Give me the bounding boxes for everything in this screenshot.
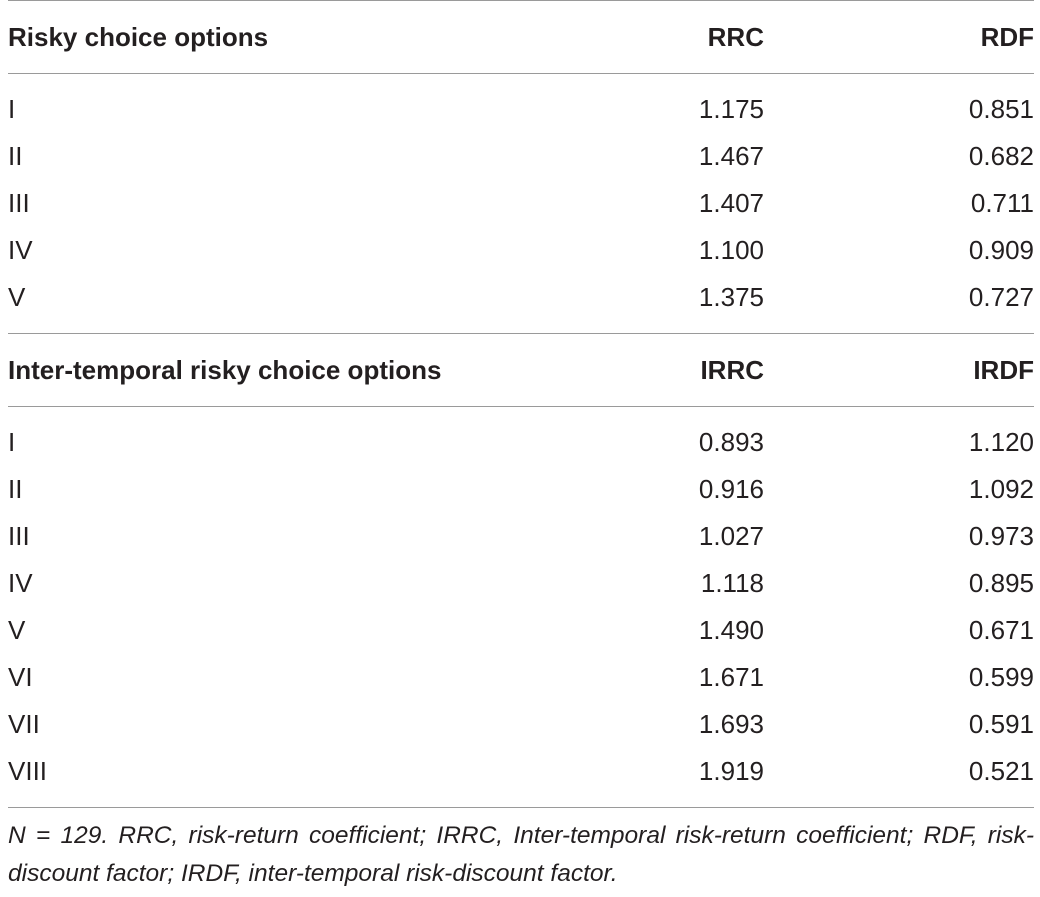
table-row: III 1.027 0.973 [8, 513, 1034, 560]
value1-cell: 1.175 [698, 94, 764, 124]
table-footnote: N = 129. RRC, risk-return coefficient; I… [8, 822, 1034, 887]
value2-cell: 1.120 [968, 427, 1034, 457]
value1-cell: 1.118 [700, 568, 764, 598]
option-cell: I [8, 94, 16, 124]
option-cell: II [8, 474, 23, 504]
table-row: I 1.175 0.851 [8, 86, 1034, 133]
value1-cell: 1.693 [698, 709, 764, 739]
table-row: IV 1.100 0.909 [8, 227, 1034, 274]
table-row: V 1.490 0.671 [8, 607, 1034, 654]
value1-cell: 1.027 [698, 521, 764, 551]
section2-header-row: Inter-temporal risky choice options IRRC… [8, 334, 1034, 406]
value1-cell: 1.919 [698, 756, 764, 786]
option-cell: II [8, 141, 23, 171]
section2-header-col1: IRRC [700, 354, 764, 385]
section1-header-col1: RRC [707, 21, 764, 52]
value2-cell: 0.682 [968, 141, 1034, 171]
option-cell: V [8, 615, 26, 645]
table-row: IV 1.118 0.895 [8, 560, 1034, 607]
value2-cell: 0.521 [968, 756, 1034, 786]
value2-cell: 0.591 [968, 709, 1034, 739]
value2-cell: 0.727 [968, 282, 1034, 312]
option-cell: VII [8, 709, 40, 739]
option-cell: IV [8, 235, 33, 265]
data-table: Risky choice options RRC RDF I 1.175 0.8… [8, 0, 1034, 893]
table-row: VIII 1.919 0.521 [8, 748, 1034, 795]
value2-cell: 1.092 [968, 474, 1034, 504]
bottom-rule [8, 807, 1034, 808]
value1-cell: 1.490 [698, 615, 764, 645]
value1-cell: 1.375 [698, 282, 764, 312]
value2-cell: 0.711 [970, 188, 1034, 218]
value1-cell: 0.893 [698, 427, 764, 457]
table-row: I 0.893 1.120 [8, 419, 1034, 466]
option-cell: I [8, 427, 16, 457]
table-row: VI 1.671 0.599 [8, 654, 1034, 701]
value2-cell: 0.671 [968, 615, 1034, 645]
section1-header-row: Risky choice options RRC RDF [8, 1, 1034, 73]
option-cell: V [8, 282, 26, 312]
table-row: VII 1.693 0.591 [8, 701, 1034, 748]
value2-cell: 0.851 [968, 94, 1034, 124]
table-row: III 1.407 0.711 [8, 180, 1034, 227]
section1-header-label: Risky choice options [8, 21, 269, 52]
value1-cell: 0.916 [698, 474, 764, 504]
option-cell: III [8, 521, 30, 551]
section2-top-rule [8, 333, 1034, 334]
section2-header-rule [8, 406, 1034, 407]
option-cell: VIII [8, 756, 48, 786]
value1-cell: 1.100 [698, 235, 764, 265]
section2-header-label: Inter-temporal risky choice options [8, 354, 442, 385]
option-cell: VI [8, 662, 33, 692]
section2-body: I 0.893 1.120 II 0.916 1.092 III 1.027 0… [8, 419, 1034, 795]
table-row: II 0.916 1.092 [8, 466, 1034, 513]
value1-cell: 1.671 [698, 662, 764, 692]
section1-header-rule [8, 73, 1034, 74]
section1-body: I 1.175 0.851 II 1.467 0.682 III 1.407 0… [8, 86, 1034, 321]
table-row: II 1.467 0.682 [8, 133, 1034, 180]
value2-cell: 0.599 [968, 662, 1034, 692]
value2-cell: 0.909 [968, 235, 1034, 265]
value2-cell: 0.973 [968, 521, 1034, 551]
option-cell: III [8, 188, 30, 218]
value1-cell: 1.467 [698, 141, 764, 171]
section1-header-col2: RDF [980, 21, 1034, 52]
option-cell: IV [8, 568, 33, 598]
section2-header-col2: IRDF [973, 354, 1034, 385]
value2-cell: 0.895 [968, 568, 1034, 598]
top-rule [8, 0, 1034, 1]
table-row: V 1.375 0.727 [8, 274, 1034, 321]
value1-cell: 1.407 [698, 188, 764, 218]
